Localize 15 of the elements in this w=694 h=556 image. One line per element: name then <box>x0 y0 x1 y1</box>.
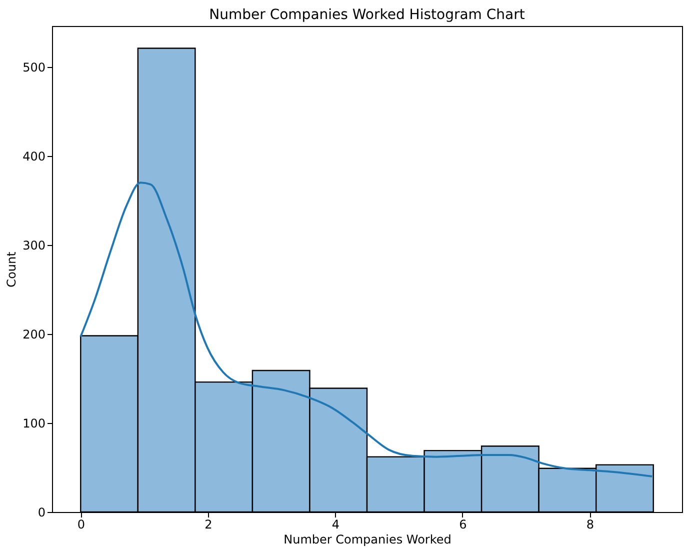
x-tick-label: 6 <box>459 518 467 532</box>
y-tick-label: 0 <box>38 506 46 520</box>
y-tick-label: 100 <box>22 416 46 430</box>
x-tick-label: 4 <box>332 518 340 532</box>
x-axis-title: Number Companies Worked <box>284 532 452 546</box>
chart-title: Number Companies Worked Histogram Chart <box>209 7 526 23</box>
y-tick-label: 200 <box>22 327 46 342</box>
line-series <box>80 182 654 478</box>
x-tick-label: 0 <box>77 518 85 532</box>
y-axis-title: Count <box>4 251 19 288</box>
y-tick-label: 500 <box>22 60 46 74</box>
y-tick-label: 300 <box>22 238 46 252</box>
y-tick-label: 400 <box>22 149 46 164</box>
x-tick-label: 8 <box>586 518 594 532</box>
x-tick-label: 2 <box>204 518 212 532</box>
